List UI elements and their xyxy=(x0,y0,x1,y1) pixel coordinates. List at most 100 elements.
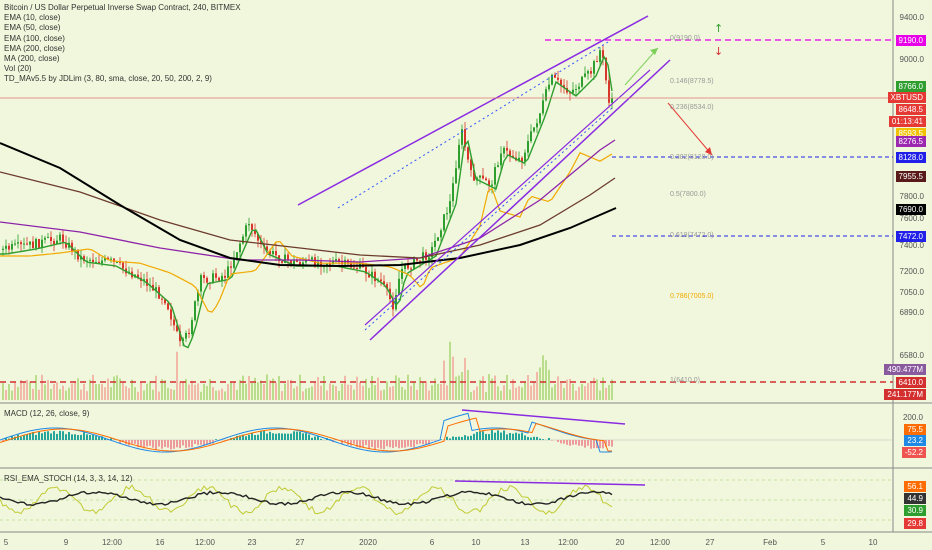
candle-body xyxy=(194,301,196,321)
macd-hist xyxy=(47,431,49,440)
up-signal-icon: ↑ xyxy=(714,22,723,35)
macd-hist xyxy=(131,440,133,444)
volume-bar xyxy=(272,378,274,400)
macd-hist xyxy=(425,440,427,445)
macd-hist xyxy=(413,440,415,448)
volume-bar xyxy=(443,360,445,400)
channel-low-dotted xyxy=(364,107,613,331)
volume-bar xyxy=(203,383,205,400)
candle-body xyxy=(17,242,19,244)
volume-bar xyxy=(14,381,16,400)
macd-hist xyxy=(164,440,166,447)
candle-body xyxy=(155,287,157,291)
macd-hist xyxy=(158,440,160,447)
volume-bar xyxy=(509,389,511,400)
candle-body xyxy=(299,261,301,265)
price-tag: 7955.5 xyxy=(895,171,926,182)
candle-body xyxy=(251,224,253,230)
candle-body xyxy=(551,74,553,85)
legend-vol: Vol (20) xyxy=(4,64,32,74)
volume-bar xyxy=(176,351,178,400)
price-tag: XBTUSD xyxy=(887,92,926,103)
volume-bar xyxy=(452,356,454,400)
candle-body xyxy=(455,168,457,184)
fib-label: 0.236(8534.0) xyxy=(670,104,714,111)
volume-bar xyxy=(425,381,427,400)
volume-bar xyxy=(29,381,31,400)
fib-label: 1(6410.0) xyxy=(670,377,700,384)
candle-body xyxy=(446,213,448,215)
volume-bar xyxy=(491,378,493,400)
macd-hist xyxy=(284,433,286,440)
ema100-line xyxy=(0,139,616,263)
volume-bar xyxy=(146,383,148,400)
price-tag: 9190.0 xyxy=(895,35,926,46)
candle-body xyxy=(398,278,400,295)
volume-bar xyxy=(314,381,316,400)
volume-bar xyxy=(266,374,268,400)
macd-hist xyxy=(503,430,505,440)
volume-bar xyxy=(227,384,229,400)
volume-bar xyxy=(401,387,403,400)
volume-bar xyxy=(323,375,325,400)
candle-body xyxy=(536,123,538,128)
candle-body xyxy=(599,50,601,62)
macd-hist xyxy=(410,440,412,447)
macd-hist xyxy=(122,440,124,443)
volume-bar xyxy=(68,387,70,400)
candle-body xyxy=(224,275,226,278)
stoch-line xyxy=(0,484,613,516)
candle-body xyxy=(248,224,250,226)
macd-hist xyxy=(197,440,199,446)
candle-body xyxy=(179,331,181,342)
macd-hist xyxy=(572,440,574,445)
channel-lower-inner xyxy=(364,69,651,326)
macd-hist xyxy=(35,434,37,440)
candle-body xyxy=(50,236,52,241)
volume-bar xyxy=(209,379,211,400)
macd-hist xyxy=(380,440,382,449)
candle-body xyxy=(44,237,46,240)
candle-body xyxy=(26,243,28,245)
volume-bar xyxy=(83,383,85,400)
macd-hist xyxy=(392,440,394,449)
macd-hist xyxy=(278,433,280,440)
macd-hist xyxy=(86,434,88,440)
macd-hist xyxy=(362,440,364,448)
price-tag: 7472.0 xyxy=(895,231,926,242)
macd-hist xyxy=(2,440,4,442)
volume-bar xyxy=(347,384,349,400)
candle-body xyxy=(221,275,223,281)
price-tag: 8766.0 xyxy=(895,81,926,92)
volume-bar xyxy=(602,377,604,400)
macd-hist xyxy=(485,433,487,440)
macd-hist xyxy=(533,436,535,440)
macd-hist xyxy=(476,431,478,440)
volume-bar xyxy=(233,382,235,400)
volume-bar xyxy=(86,391,88,400)
volume-bar xyxy=(269,380,271,400)
volume-bar xyxy=(383,389,385,400)
candle-body xyxy=(11,244,13,250)
candle-body xyxy=(338,259,340,263)
volume-bar xyxy=(533,381,535,400)
macd-hist xyxy=(188,440,190,448)
volume-bar xyxy=(188,384,190,400)
volume-bar xyxy=(20,380,22,400)
candle-body xyxy=(188,332,190,335)
macd-hist xyxy=(488,434,490,440)
time-axis-label: 20 xyxy=(615,538,625,547)
macd-hist xyxy=(524,435,526,440)
volume-bar xyxy=(413,381,415,400)
macd-hist xyxy=(341,440,343,445)
price-tag: 8128.0 xyxy=(895,152,926,163)
channel-lower xyxy=(369,59,671,341)
volume-bar xyxy=(404,389,406,400)
macd-hist xyxy=(527,436,529,440)
volume-bar xyxy=(167,387,169,400)
macd-hist xyxy=(176,440,178,448)
volume-bar xyxy=(422,382,424,400)
time-axis-label: 12:00 xyxy=(101,538,123,547)
candle-body xyxy=(41,239,43,249)
